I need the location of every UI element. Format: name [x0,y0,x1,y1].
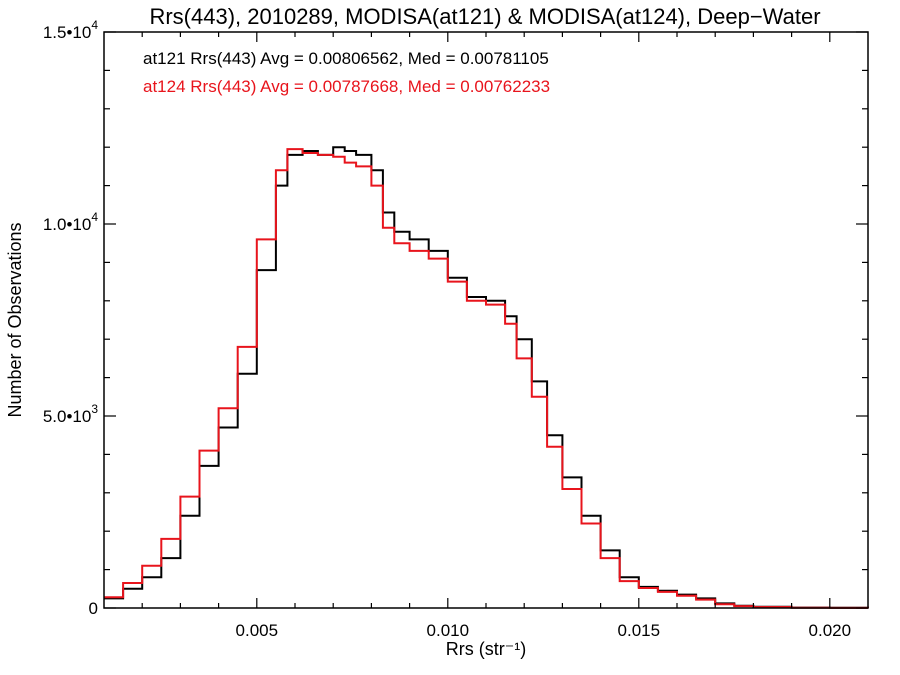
x-tick-label: 0.015 [618,621,661,640]
x-tick-label: 0.010 [427,621,470,640]
annotation-at124: at124 Rrs(443) Avg = 0.00787668, Med = 0… [143,77,550,96]
plot-frame [103,31,869,609]
y-tick-label: 1.5•104 [43,18,99,42]
x-axis-label: Rrs (str⁻¹) [446,639,526,659]
annotation-at121: at121 Rrs(443) Avg = 0.00806562, Med = 0… [143,49,549,68]
x-tick-label: 0.005 [236,621,279,640]
chart-title: Rrs(443), 2010289, MODISA(at121) & MODIS… [149,4,820,29]
y-tick-label: 5.0•103 [43,402,99,426]
y-tick-label: 1.0•104 [43,210,99,234]
plot-area [104,146,869,609]
y-tick-label: 0 [89,599,98,618]
y-axis-label: Number of Observations [5,222,25,417]
x-tick-label: 0.020 [809,621,852,640]
series-at124-line [104,148,869,609]
series-at121-line [104,146,869,609]
axis-ticks: 0.005 0.010 0.015 0.020 0 5.0•103 1.0•104 1.5•1… [43,18,868,640]
